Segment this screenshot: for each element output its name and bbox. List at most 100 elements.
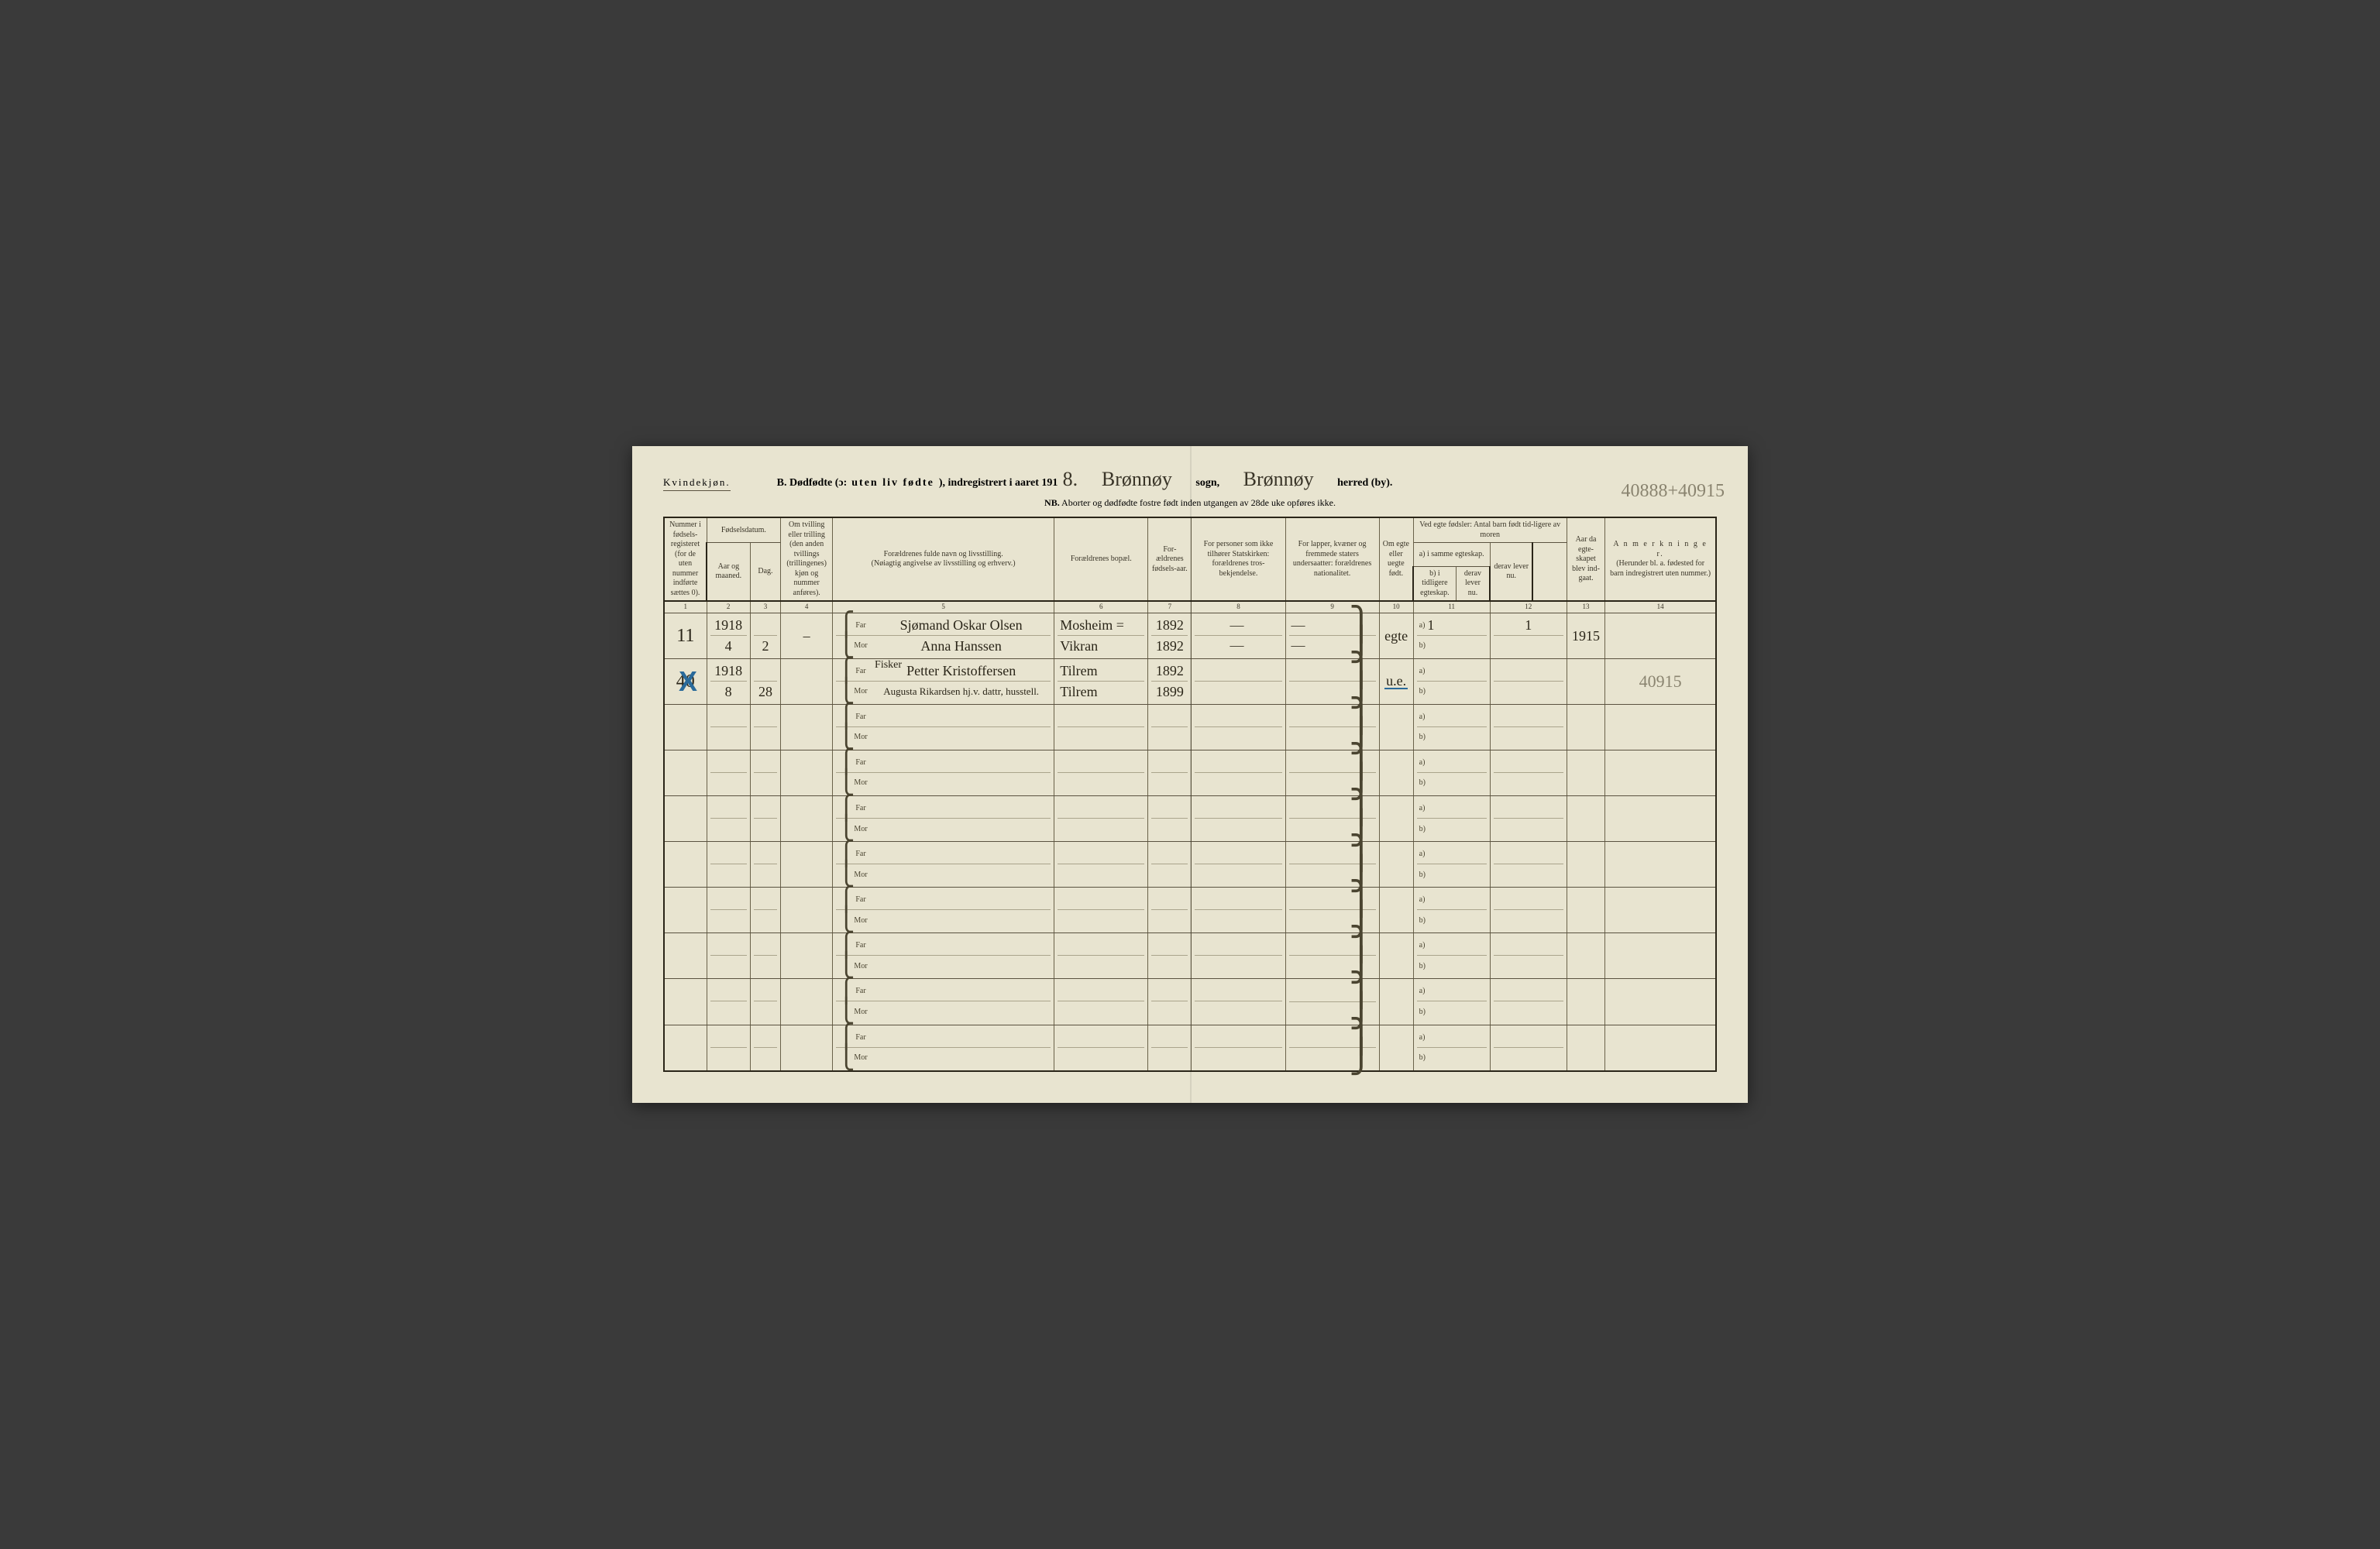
cell-number: 11 — [664, 613, 707, 658]
cell-residence — [1054, 933, 1148, 979]
cell-remarks: 40915 — [1605, 658, 1716, 704]
cell-12 — [1490, 796, 1567, 842]
cell-birthyear: 1892 1892 — [1148, 613, 1192, 658]
cell-marriage-year: 1915 — [1567, 613, 1605, 658]
col-11-header: Ved egte fødsler: Antal barn født tid-li… — [1413, 517, 1567, 543]
cell-11ab: a) b) — [1413, 658, 1490, 704]
cell-twin — [781, 796, 833, 842]
cell-twin — [781, 1025, 833, 1071]
cell-residence — [1054, 1025, 1148, 1071]
cell-12 — [1490, 750, 1567, 795]
cell-number: X40 — [664, 658, 707, 704]
col-8-header: For personer som ikke tilhører Statskirk… — [1192, 517, 1285, 601]
month-hw: 8 — [725, 685, 732, 699]
cell-birthyear — [1148, 842, 1192, 888]
brace-icon: ⎭ — [1349, 682, 1374, 700]
cell-legitimacy — [1379, 842, 1413, 888]
cell-day: 2 — [750, 613, 781, 658]
brace-icon: ⎩ — [837, 639, 847, 653]
colnum: 6 — [1054, 601, 1148, 613]
cell-residence: Tilrem Tilrem — [1054, 658, 1148, 704]
colnum: 14 — [1605, 601, 1716, 613]
far-name: Sjømand Oskar Olsen — [875, 618, 1047, 632]
cell-year-month — [707, 979, 750, 1025]
b-label: b) — [1419, 687, 1426, 696]
cell-11ab: a) b) — [1413, 842, 1490, 888]
column-numbers-row: 1 2 3 4 5 6 7 8 9 10 11 12 13 14 — [664, 601, 1716, 613]
mor-res: Tilrem — [1060, 685, 1097, 699]
colnum: 10 — [1379, 601, 1413, 613]
mor-label: Mor — [851, 733, 870, 741]
col14-sub: (Herunder bl. a. fødested for barn indre… — [1608, 559, 1712, 579]
colnum: 3 — [750, 601, 781, 613]
cell-12 — [1490, 842, 1567, 888]
nat-far: — — [1291, 617, 1309, 634]
a-label: a) — [1419, 895, 1426, 904]
register-page: Kvindekjøn. B. Dødfødte (ɔ: uten liv fød… — [632, 446, 1748, 1102]
brace-icon: ⎧ — [837, 618, 847, 632]
brace-icon: ⎩ — [837, 867, 847, 881]
far-res: Tilrem — [1060, 664, 1097, 678]
cell-legitimacy: u.e. — [1379, 658, 1413, 704]
cell-marriage-year — [1567, 796, 1605, 842]
rel-mor: — — [1230, 637, 1247, 654]
cell-legitimacy — [1379, 888, 1413, 933]
cell-remarks — [1605, 704, 1716, 750]
cell-day — [750, 1025, 781, 1071]
cell-birthyear — [1148, 979, 1192, 1025]
mor-label: Mor — [851, 962, 870, 970]
cell-parents: ⎧ Far ⎩ Mor — [833, 1025, 1054, 1071]
cell-11ab: a) b) — [1413, 796, 1490, 842]
cell-birthyear — [1148, 704, 1192, 750]
table-row: ⎧ Far ⎩ Mor ⎫ ⎭ a) b) — [664, 796, 1716, 842]
cell-residence — [1054, 796, 1148, 842]
cell-twin — [781, 888, 833, 933]
brace-icon: ⎩ — [837, 776, 847, 790]
cell-nationality: ⎫ ⎭ — [1285, 888, 1379, 933]
far-label: Far — [851, 895, 870, 904]
far-label: Far — [851, 804, 870, 812]
colnum: 1 — [664, 601, 707, 613]
cell-residence — [1054, 979, 1148, 1025]
cell-religion — [1192, 842, 1285, 888]
col-fd-header: Fødselsdatum. — [707, 517, 781, 543]
cell-twin — [781, 979, 833, 1025]
cell-birthyear — [1148, 750, 1192, 795]
cell-birthyear — [1148, 796, 1192, 842]
col-10-header: Om egte eller uegte født. — [1379, 517, 1413, 601]
mor-name: Augusta Rikardsen hj.v. dattr, husstell. — [875, 686, 1047, 696]
colnum: 11 — [1413, 601, 1490, 613]
cell-parents: ⎧ Far ⎩ Mor — [833, 888, 1054, 933]
c13-hw: 1915 — [1572, 628, 1600, 644]
cell-day — [750, 796, 781, 842]
col5-sub: (Nøiagtig angivelse av livsstilling og e… — [836, 559, 1051, 569]
cell-nationality: ⎫ ⎭ — [1285, 1025, 1379, 1071]
cell-residence — [1054, 888, 1148, 933]
cell-remarks — [1605, 888, 1716, 933]
b-label: b) — [1419, 962, 1426, 970]
far-label: Far — [851, 713, 870, 721]
far-res: Mosheim = — [1060, 618, 1124, 632]
col-13-header: Aar da egte-skapet blev ind-gaat. — [1567, 517, 1605, 601]
cell-number — [664, 933, 707, 979]
table-row: ⎧ Far ⎩ Mor ⎫ ⎭ a) b) — [664, 1025, 1716, 1071]
cell-year-month — [707, 796, 750, 842]
cell-12 — [1490, 658, 1567, 704]
cell-number — [664, 888, 707, 933]
a-label: a) — [1419, 758, 1426, 767]
register-table: Nummer i fødsels-registeret (for de uten… — [663, 517, 1717, 1071]
cell-11ab: a) b) — [1413, 933, 1490, 979]
brace-icon: ⎧ — [837, 847, 847, 861]
year-handwritten: 8. — [1062, 469, 1078, 489]
b-label: b) — [1419, 733, 1426, 741]
title-prefix: B. Dødfødte (ɔ: — [777, 477, 848, 489]
cell-12 — [1490, 1025, 1567, 1071]
mor-born: 1899 — [1156, 685, 1184, 699]
mor-born: 1892 — [1156, 639, 1184, 653]
cell-number — [664, 796, 707, 842]
cell-11ab: a) b) — [1413, 704, 1490, 750]
cell-year-month — [707, 750, 750, 795]
cell-twin — [781, 933, 833, 979]
far-born: 1892 — [1156, 618, 1184, 632]
table-body: 11 1918 4 2– ⎧ Far Sjømand Oskar Olsen ⎩… — [664, 613, 1716, 1070]
